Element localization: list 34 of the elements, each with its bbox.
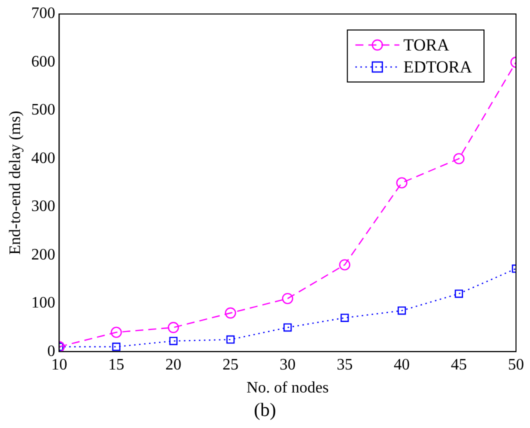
- point: [339, 259, 350, 270]
- point: [168, 322, 179, 334]
- y-tick-label: 300: [31, 198, 56, 216]
- x-axis-title: No. of nodes: [246, 380, 329, 397]
- point: [282, 292, 294, 304]
- x-tick-label: 25: [222, 356, 238, 374]
- point: [283, 323, 292, 332]
- point: [454, 290, 464, 298]
- y-tick-label: 500: [31, 102, 56, 119]
- point: [110, 326, 122, 338]
- x-tick-label: 30: [280, 356, 296, 374]
- text: (b): [252, 400, 278, 422]
- point: [340, 314, 349, 322]
- x-tick-label: 45: [450, 356, 467, 374]
- point: [224, 307, 236, 319]
- point: [226, 335, 235, 344]
- y-tick-label: 100: [31, 294, 56, 312]
- x-tick-label: 50: [508, 356, 524, 374]
- y-axis-title: End-to-end delay (ms): [6, 110, 24, 255]
- x-tick-label: 20: [165, 356, 182, 374]
- point: [396, 177, 408, 188]
- x-tick-label: 40: [394, 356, 410, 374]
- legend-label: TORA: [403, 35, 450, 54]
- y-tick-label: 600: [31, 53, 56, 70]
- point: [112, 342, 120, 351]
- point: [398, 306, 406, 315]
- y-tick-label: 400: [31, 150, 56, 167]
- x-tick-label: 15: [108, 356, 124, 374]
- x-tick-label: 35: [336, 356, 353, 374]
- point: [169, 336, 178, 346]
- y-tick-label: 200: [31, 246, 56, 264]
- legend-label: EDTORA: [403, 57, 473, 76]
- y-tick-label: 700: [31, 5, 56, 22]
- point: [453, 153, 464, 164]
